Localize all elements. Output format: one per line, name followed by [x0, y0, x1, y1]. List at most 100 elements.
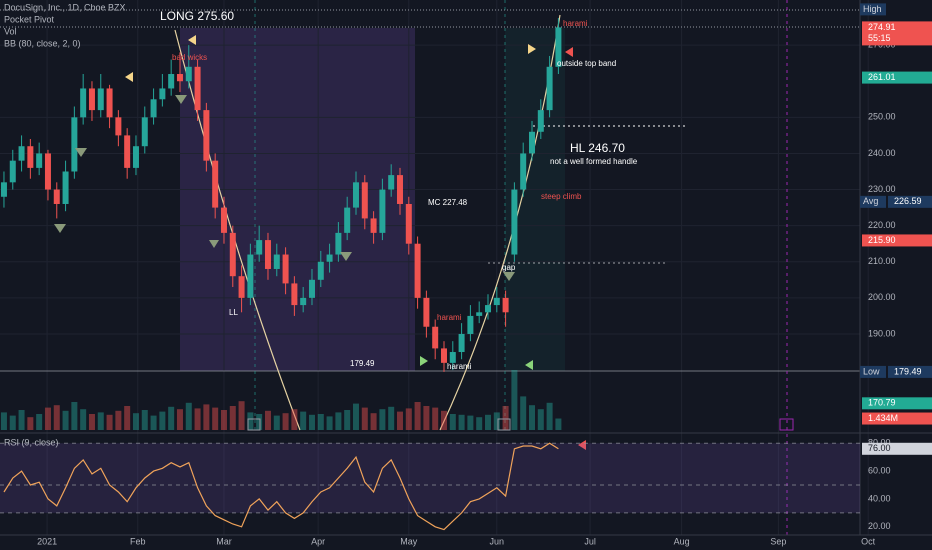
- volume-bar: [291, 409, 298, 430]
- candle-body: [185, 66, 192, 82]
- countdown: 55:15: [868, 33, 891, 43]
- candle-body: [176, 74, 183, 82]
- volume-bar: [476, 417, 483, 430]
- volume-bar: [308, 414, 315, 430]
- volume-bar: [396, 411, 403, 430]
- candle-body: [414, 243, 421, 298]
- price-badge-label: 261.01: [868, 72, 896, 82]
- rsi-badge: [862, 442, 932, 455]
- volume-bar: [546, 402, 553, 430]
- price-badge-label: 226.59: [894, 196, 922, 206]
- arrow: [578, 440, 586, 450]
- annotation: HL 246.70: [570, 141, 625, 155]
- candle-body: [484, 305, 491, 313]
- x-tick-label: Feb: [130, 536, 146, 546]
- volume-bar: [458, 414, 465, 430]
- candle-body: [546, 66, 553, 111]
- rsi-tick-label: 40.00: [868, 493, 891, 503]
- candle-body: [150, 99, 157, 118]
- volume-bar: [264, 410, 271, 430]
- candle-body: [396, 175, 403, 204]
- volume-bar: [370, 413, 377, 430]
- price-badge: [862, 234, 932, 247]
- candle-body: [194, 66, 201, 111]
- price-badge: [888, 365, 932, 378]
- indicator-label: BB (80, close, 2, 0): [4, 38, 81, 48]
- cup-curve: [174, 29, 301, 431]
- volume-bar: [326, 416, 333, 430]
- grid: [0, 0, 869, 535]
- candle-body: [71, 117, 78, 172]
- volume-bar: [106, 414, 113, 430]
- candle-body: [308, 279, 315, 298]
- badge-name: High: [863, 4, 882, 14]
- candles: [0, 18, 562, 372]
- volume-bar: [361, 407, 368, 430]
- volume-bar: [511, 370, 518, 430]
- volume-bar: [159, 411, 166, 430]
- y-tick-label: 190.00: [868, 328, 896, 338]
- volume-bar: [388, 406, 395, 430]
- candle-body: [405, 203, 412, 244]
- badge-tag: [860, 3, 886, 16]
- volume-bar: [352, 403, 359, 430]
- price-badge-label: 170.79: [868, 398, 896, 408]
- volume-bar: [194, 408, 201, 430]
- x-tick-label: Jul: [584, 536, 596, 546]
- volume-bar: [282, 413, 289, 430]
- pivot-marker: [75, 148, 87, 157]
- y-tick-label: 250.00: [868, 112, 896, 122]
- volume-bar: [484, 414, 491, 430]
- candle-body: [511, 189, 518, 255]
- candle-body: [300, 297, 307, 306]
- volume-bar: [502, 406, 509, 430]
- volume-bar: [405, 408, 412, 430]
- candle-body: [291, 283, 298, 306]
- candle-body: [317, 261, 324, 280]
- volume-bar: [212, 407, 219, 430]
- annotations: LONG 275.60 bad wicks MC 227.48 HL 246.70 no…: [160, 9, 638, 371]
- candle-body: [18, 146, 25, 161]
- candle-body: [502, 297, 509, 313]
- volume-bar: [256, 414, 263, 430]
- pivot-marker: [340, 252, 352, 261]
- volume-bar: [423, 406, 430, 430]
- volume-bar: [493, 412, 500, 430]
- volume-bar: [150, 415, 157, 430]
- volume-badge: [862, 412, 932, 425]
- candle-body: [520, 153, 527, 190]
- rsi-background: [0, 443, 860, 513]
- pivot-marker: [54, 224, 66, 233]
- candle-body: [115, 117, 122, 136]
- candle-body: [97, 88, 104, 111]
- annotation: outside top band: [557, 59, 616, 68]
- price-badge: [888, 195, 932, 208]
- candle-body: [27, 146, 34, 168]
- candle-body: [449, 352, 456, 363]
- candle-body: [132, 146, 139, 168]
- volume-bar: [53, 405, 60, 430]
- candle-body: [555, 27, 562, 67]
- volume-bar: [0, 412, 7, 430]
- candle-body: [9, 160, 16, 183]
- volume-bar: [88, 414, 95, 430]
- volume-bar: [18, 410, 25, 430]
- earnings-icon: [497, 418, 511, 431]
- volume-bar: [132, 413, 139, 430]
- candle-body: [352, 182, 359, 208]
- x-tick-label: 2021: [37, 536, 57, 546]
- volume-bar: [528, 405, 535, 430]
- volume-bar: [449, 414, 456, 430]
- volume-bar: [335, 412, 342, 430]
- volume-bar: [80, 409, 87, 430]
- volume-badge-label: 1.434M: [868, 413, 898, 423]
- annotation: harami: [447, 362, 472, 371]
- candle-body: [537, 110, 544, 132]
- x-tick-label: Sep: [770, 536, 786, 546]
- volume-bar: [176, 409, 183, 430]
- pivot-marker: [209, 240, 219, 248]
- volume-bar: [229, 406, 236, 430]
